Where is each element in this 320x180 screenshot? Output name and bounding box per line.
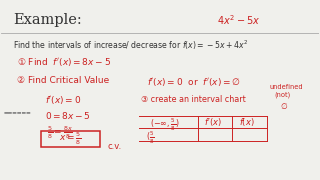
Text: $\frac{5}{8} = \frac{8x}{8}$: $\frac{5}{8} = \frac{8x}{8}$ — [47, 125, 73, 141]
Text: Example:: Example: — [13, 13, 82, 27]
Text: ③ create an interval chart: ③ create an interval chart — [141, 95, 246, 104]
Text: undefined: undefined — [270, 84, 304, 90]
Text: $f(x)$: $f(x)$ — [239, 116, 255, 129]
Text: (not): (not) — [274, 92, 290, 98]
Text: ① Find  $f'(x) = 8x - 5$: ① Find $f'(x) = 8x - 5$ — [17, 56, 111, 68]
Text: $0 = 8x - 5$: $0 = 8x - 5$ — [45, 110, 91, 121]
Text: $f'(x)$: $f'(x)$ — [204, 116, 222, 129]
Text: ▬▬▬▬▬▬: ▬▬▬▬▬▬ — [4, 109, 32, 114]
Text: $x = \frac{5}{8}$: $x = \frac{5}{8}$ — [60, 130, 82, 147]
Text: Find the intervals of increase/ decrease for $f(x) = -5x + 4x^2$: Find the intervals of increase/ decrease… — [13, 38, 249, 52]
Text: ② Find Critical Value: ② Find Critical Value — [17, 76, 109, 85]
Text: $f'(x)=0$  or  $f'(x)= \emptyset$: $f'(x)=0$ or $f'(x)= \emptyset$ — [147, 76, 241, 88]
Text: $(-\infty, \frac{5}{8})$: $(-\infty, \frac{5}{8})$ — [150, 116, 179, 133]
Text: $f'(x) = 0$: $f'(x) = 0$ — [45, 94, 82, 106]
Text: $\emptyset$: $\emptyset$ — [280, 101, 289, 111]
Text: $(\frac{5}{8}$: $(\frac{5}{8}$ — [146, 130, 154, 146]
Text: $4x^2 - 5x$: $4x^2 - 5x$ — [217, 13, 260, 27]
Text: c.v.: c.v. — [108, 142, 122, 151]
